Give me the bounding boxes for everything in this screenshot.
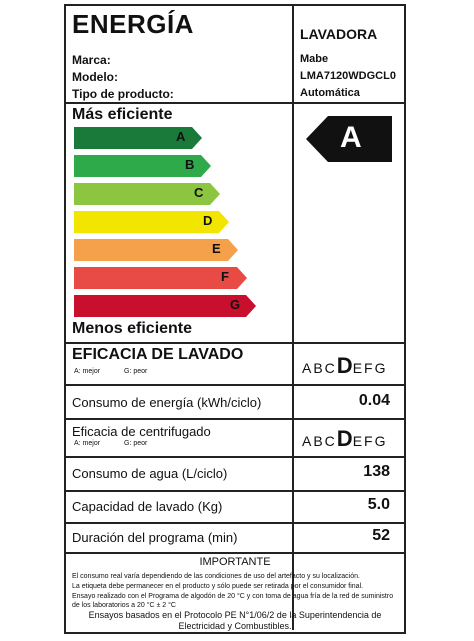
efficiency-bar-a: A xyxy=(74,127,202,149)
divider xyxy=(66,342,404,344)
more-efficient-label: Más eficiente xyxy=(72,106,173,123)
divider xyxy=(66,418,404,420)
divider xyxy=(66,522,404,524)
efficiency-bar-letter: D xyxy=(203,213,213,228)
footer-protocol: Ensayos basados en el Protocolo PE N°1/0… xyxy=(88,610,382,631)
spin-efficiency-label: Eficacia de centrifugado xyxy=(72,424,211,439)
water-consumption-label: Consumo de agua (L/ciclo) xyxy=(72,466,228,481)
label-title: ENERGÍA xyxy=(72,9,194,39)
footer-note-2: La etiqueta debe permanecer en el produc… xyxy=(72,583,364,590)
efficiency-bar-c: C xyxy=(74,183,220,205)
divider xyxy=(66,102,404,104)
divider xyxy=(66,456,404,458)
product-type-label: Tipo de producto: xyxy=(72,87,174,101)
footer-note-3: Ensayo realizado con el Programa de algo… xyxy=(72,593,394,609)
water-consumption-value: 138 xyxy=(363,463,390,480)
wash-scale: ABCDEFG xyxy=(302,353,387,379)
efficiency-bar-f: F xyxy=(74,267,247,289)
efficiency-bar-letter: A xyxy=(176,129,186,144)
header-divider xyxy=(292,6,294,102)
efficiency-bar-letter: G xyxy=(230,297,241,312)
divider xyxy=(66,552,404,554)
model-label: Modelo: xyxy=(72,70,118,84)
model-value: LMA7120WDGCL0 xyxy=(300,70,396,82)
wash-scale-after: EFG xyxy=(352,360,388,376)
wash-best: A: mejor xyxy=(74,368,101,375)
efficiency-bar-d: D xyxy=(74,211,229,233)
wash-worst: G: peor xyxy=(124,368,148,375)
spin-scale: ABCDEFG xyxy=(302,426,387,452)
efficiency-bar-letter: B xyxy=(185,157,195,172)
spin-worst: G: peor xyxy=(124,440,148,447)
footer-heading: IMPORTANTE xyxy=(199,556,271,568)
spin-scale-selected: D xyxy=(336,426,353,451)
spin-scale-before: ABC xyxy=(302,433,337,449)
rating-letter: A xyxy=(340,121,362,154)
wash-scale-before: ABC xyxy=(302,360,337,376)
efficiency-bar-g: G xyxy=(74,295,256,317)
values-divider xyxy=(292,342,294,630)
program-duration-value: 52 xyxy=(372,527,390,544)
wash-scale-selected: D xyxy=(336,353,353,378)
brand-label: Marca: xyxy=(72,53,111,67)
appliance-type: LAVADORA xyxy=(300,26,378,42)
energy-consumption-label: Consumo de energía (kWh/ciclo) xyxy=(72,395,262,410)
less-efficient-label: Menos eficiente xyxy=(72,320,193,337)
efficiency-bar-e: E xyxy=(74,239,238,261)
brand-value: Mabe xyxy=(300,53,329,65)
energy-consumption-value: 0.04 xyxy=(358,392,390,409)
wash-capacity-label: Capacidad de lavado (Kg) xyxy=(72,499,223,514)
wash-efficiency-label: EFICACIA DE LAVADO xyxy=(72,346,244,363)
energy-label: ENERGÍA LAVADORA Marca: Modelo: Tipo de … xyxy=(64,4,406,634)
divider xyxy=(66,384,404,386)
product-type-value: Automática xyxy=(300,87,360,99)
scale-divider xyxy=(292,102,294,342)
spin-best: A: mejor xyxy=(74,440,101,447)
divider xyxy=(66,490,404,492)
efficiency-bar-letter: E xyxy=(212,241,221,256)
efficiency-bar-b: B xyxy=(74,155,211,177)
efficiency-bar-letter: F xyxy=(221,269,229,284)
rating-arrow: A xyxy=(306,116,392,167)
footer-note-1: El consumo real varía dependiendo de las… xyxy=(72,573,360,580)
efficiency-bar-letter: C xyxy=(194,185,204,200)
wash-capacity-value: 5.0 xyxy=(367,496,390,513)
spin-scale-after: EFG xyxy=(352,433,388,449)
program-duration-label: Duración del programa (min) xyxy=(72,530,238,545)
